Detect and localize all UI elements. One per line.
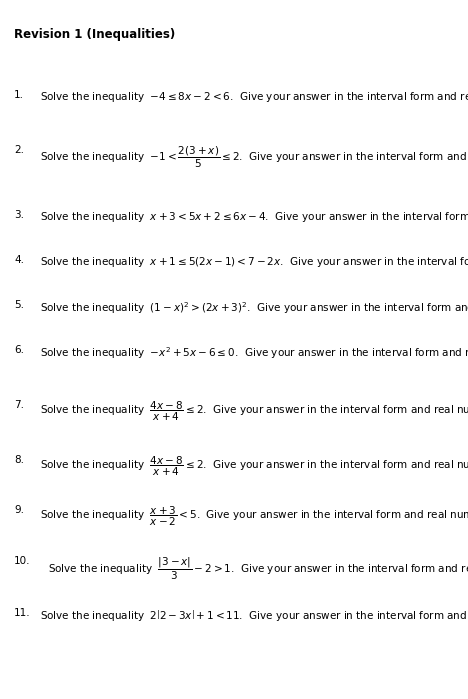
Text: Solve the inequality  $-4 \leq 8x - 2 < 6$.  Give your answer in the interval fo: Solve the inequality $-4 \leq 8x - 2 < 6… [40, 90, 468, 104]
Text: Solve the inequality  $\dfrac{4x-8}{x+4} \leq 2$.  Give your answer in the inter: Solve the inequality $\dfrac{4x-8}{x+4} … [40, 455, 468, 478]
Text: Solve the inequality  $-x^2 + 5x - 6 \leq 0$.  Give your answer in the interval : Solve the inequality $-x^2 + 5x - 6 \leq… [40, 345, 468, 361]
Text: Solve the inequality  $\dfrac{|3-x|}{3} - 2 > 1$.  Give your answer in the inter: Solve the inequality $\dfrac{|3-x|}{3} -… [48, 556, 468, 582]
Text: 2.: 2. [14, 145, 24, 155]
Text: Solve the inequality  $2\left|2-3x\right| + 1 < 11$.  Give your answer in the in: Solve the inequality $2\left|2-3x\right|… [40, 608, 468, 623]
Text: Revision 1 (Inequalities): Revision 1 (Inequalities) [14, 28, 175, 41]
Text: 8.: 8. [14, 455, 24, 465]
Text: 7.: 7. [14, 400, 24, 410]
Text: Solve the inequality  $\dfrac{4x-8}{x+4} \leq 2$.  Give your answer in the inter: Solve the inequality $\dfrac{4x-8}{x+4} … [40, 400, 468, 424]
Text: Solve the inequality  $x + 1 \leq 5(2x - 1) < 7 - 2x$.  Give your answer in the : Solve the inequality $x + 1 \leq 5(2x - … [40, 255, 468, 269]
Text: 9.: 9. [14, 505, 24, 515]
Text: Solve the inequality  $(1-x)^2 > (2x+3)^2$.  Give your answer in the interval fo: Solve the inequality $(1-x)^2 > (2x+3)^2… [40, 300, 468, 316]
Text: 10.: 10. [14, 556, 30, 566]
Text: 3.: 3. [14, 210, 24, 220]
Text: Solve the inequality  $\dfrac{x+3}{x-2} < 5$.  Give your answer in the interval : Solve the inequality $\dfrac{x+3}{x-2} <… [40, 505, 468, 528]
Text: Solve the inequality  $x + 3 < 5x + 2 \leq 6x - 4$.  Give your answer in the int: Solve the inequality $x + 3 < 5x + 2 \le… [40, 210, 468, 224]
Text: 1.: 1. [14, 90, 24, 100]
Text: 4.: 4. [14, 255, 24, 265]
Text: 11.: 11. [14, 608, 30, 618]
Text: 6.: 6. [14, 345, 24, 355]
Text: Solve the inequality  $-1 < \dfrac{2(3+x)}{5} \leq 2$.  Give your answer in the : Solve the inequality $-1 < \dfrac{2(3+x)… [40, 145, 468, 171]
Text: 5.: 5. [14, 300, 24, 310]
